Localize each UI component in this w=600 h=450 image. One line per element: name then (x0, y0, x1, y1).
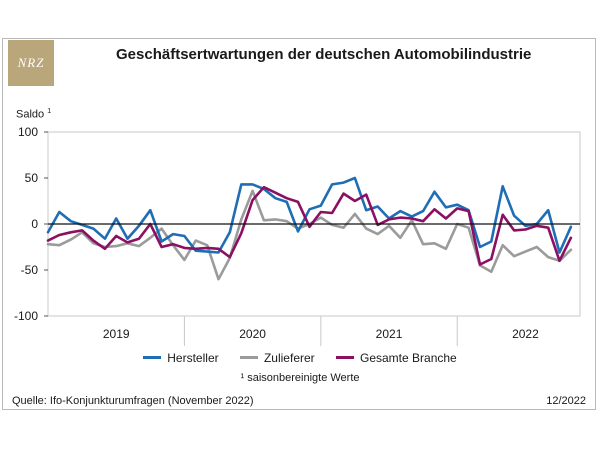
legend-swatch-zulieferer (239, 356, 258, 359)
logo-text: NRZ (17, 55, 45, 70)
legend: Hersteller Zulieferer Gesamte Branche (0, 348, 600, 365)
legend-item-zulieferer: Zulieferer (239, 350, 315, 365)
y-tick-label: -100 (14, 309, 38, 323)
chart-title: Geschäftsertwartungen der deutschen Auto… (116, 46, 532, 63)
x-year-label: 2020 (239, 327, 266, 341)
footnote: ¹ saisonbereinigte Werte (240, 372, 360, 384)
legend-label-hersteller: Hersteller (167, 350, 219, 365)
chart-frame (2, 38, 596, 410)
y-axis-footnote-marker: 1 (47, 108, 52, 115)
publication-date: 12/2022 (546, 395, 586, 407)
y-tick-label: 100 (18, 125, 38, 139)
series-line-hersteller (46, 176, 573, 254)
y-axis-label: Saldo 1 (16, 108, 51, 121)
y-tick-label: -50 (21, 263, 39, 277)
legend-item-gesamte-branche: Gesamte Branche (336, 351, 457, 365)
source-note: Quelle: Ifo-Konjunkturumfragen (November… (12, 395, 254, 407)
y-tick-label: 50 (25, 171, 39, 185)
legend-item-hersteller: Hersteller (143, 350, 219, 365)
y-tick-label: 0 (31, 217, 38, 231)
legend-swatch-gesamte-branche (336, 356, 354, 359)
legend-swatch-hersteller (143, 356, 162, 359)
y-axis-label-text: Saldo (16, 108, 45, 121)
series-line-gesamte-branche (46, 185, 573, 266)
x-year-label: 2021 (376, 327, 403, 341)
nrz-logo: NRZ (8, 40, 54, 86)
legend-label-zulieferer: Zulieferer (263, 350, 315, 365)
legend-label-gesamte-branche: Gesamte Branche (360, 350, 457, 365)
x-year-label: 2019 (103, 327, 130, 341)
x-year-label: 2022 (512, 327, 539, 341)
